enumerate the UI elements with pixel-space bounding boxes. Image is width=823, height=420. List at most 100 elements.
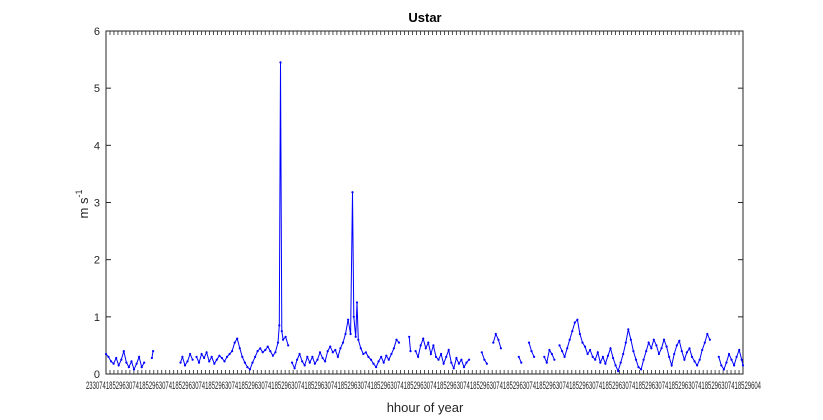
data-point bbox=[640, 368, 643, 371]
data-point bbox=[634, 358, 638, 361]
y-tick-label: 2 bbox=[94, 255, 100, 267]
y-axis-label-group: m s-1 bbox=[74, 190, 91, 219]
data-point bbox=[254, 355, 257, 358]
data-point bbox=[601, 355, 605, 358]
data-point bbox=[369, 358, 373, 361]
data-point bbox=[497, 338, 500, 341]
data-point bbox=[447, 348, 450, 352]
data-point bbox=[104, 352, 108, 356]
data-point bbox=[347, 318, 350, 321]
data-point bbox=[354, 335, 357, 338]
data-point bbox=[680, 350, 683, 353]
data-point bbox=[480, 351, 483, 354]
data-point bbox=[152, 350, 155, 353]
data-point bbox=[308, 361, 311, 364]
data-point bbox=[233, 341, 236, 344]
data-point bbox=[359, 347, 362, 350]
data-point bbox=[427, 341, 430, 344]
y-tick-label: 1 bbox=[94, 312, 100, 324]
data-point bbox=[385, 354, 388, 357]
data-point bbox=[660, 347, 663, 350]
data-point bbox=[735, 355, 738, 358]
data-point bbox=[392, 347, 395, 350]
data-point bbox=[717, 355, 720, 358]
data-point bbox=[637, 366, 640, 369]
data-point bbox=[422, 337, 425, 340]
data-point bbox=[419, 344, 422, 347]
data-point bbox=[238, 347, 241, 350]
data-point bbox=[352, 315, 355, 318]
data-point bbox=[236, 337, 239, 340]
y-axis-label-unit: m s bbox=[76, 197, 91, 218]
data-point bbox=[107, 355, 110, 358]
y-axis: 0 1 2 3 4 5 6 bbox=[94, 26, 743, 381]
data-point bbox=[205, 351, 208, 354]
data-point bbox=[619, 361, 622, 364]
data-point bbox=[586, 352, 589, 356]
data-point bbox=[468, 358, 471, 361]
data-point bbox=[231, 350, 234, 353]
data-point bbox=[693, 360, 696, 363]
data-point bbox=[213, 362, 216, 365]
data-point bbox=[298, 352, 301, 356]
data-point bbox=[629, 338, 633, 341]
data-point bbox=[520, 361, 523, 364]
data-point bbox=[462, 366, 466, 369]
data-point bbox=[455, 356, 458, 360]
data-point bbox=[675, 344, 678, 347]
data-point bbox=[517, 355, 520, 358]
data-point bbox=[434, 355, 438, 358]
data-point bbox=[311, 355, 314, 358]
data-point bbox=[334, 348, 337, 352]
data-point bbox=[652, 338, 655, 341]
data-point bbox=[282, 338, 285, 341]
data-point bbox=[127, 366, 130, 369]
data-point bbox=[662, 338, 666, 341]
data-point bbox=[650, 347, 653, 350]
data-point bbox=[351, 191, 354, 194]
data-point bbox=[594, 358, 597, 361]
data-point bbox=[414, 350, 417, 353]
data-point bbox=[696, 364, 699, 367]
data-point bbox=[683, 358, 686, 361]
data-point bbox=[220, 356, 223, 360]
data-point bbox=[741, 364, 745, 367]
data-point bbox=[596, 351, 599, 354]
data-point bbox=[706, 332, 709, 336]
data-point bbox=[460, 358, 463, 361]
data-point bbox=[120, 358, 123, 361]
data-point bbox=[280, 330, 283, 333]
x-tick-label-band: 2330741852963074185296307418529630741852… bbox=[86, 380, 761, 392]
data-point bbox=[112, 362, 115, 365]
data-point bbox=[195, 355, 198, 358]
data-point bbox=[241, 355, 244, 358]
data-point bbox=[382, 361, 385, 364]
data-point bbox=[730, 358, 733, 361]
data-point bbox=[181, 355, 184, 358]
data-point bbox=[657, 352, 661, 356]
data-point bbox=[566, 347, 569, 350]
data-point bbox=[200, 352, 203, 356]
data-point bbox=[550, 352, 554, 356]
data-point bbox=[440, 352, 443, 356]
data-point bbox=[266, 345, 269, 348]
data-point bbox=[450, 361, 453, 364]
data-point bbox=[377, 360, 380, 363]
data-point bbox=[264, 348, 267, 352]
data-point bbox=[727, 352, 731, 356]
data-point bbox=[740, 358, 743, 361]
y-axis-label: m s-1 bbox=[74, 190, 91, 219]
data-point bbox=[698, 358, 701, 361]
data-point bbox=[703, 341, 706, 344]
data-point bbox=[357, 338, 360, 341]
data-point bbox=[485, 362, 488, 365]
data-point bbox=[558, 344, 561, 347]
data-point bbox=[417, 355, 420, 358]
data-point bbox=[269, 350, 272, 353]
data-point bbox=[668, 355, 671, 358]
data-point bbox=[655, 344, 658, 347]
x-axis-label: hhour of year bbox=[387, 400, 464, 415]
data-point bbox=[150, 356, 153, 360]
data-point bbox=[313, 362, 316, 365]
series-layer bbox=[104, 61, 745, 373]
